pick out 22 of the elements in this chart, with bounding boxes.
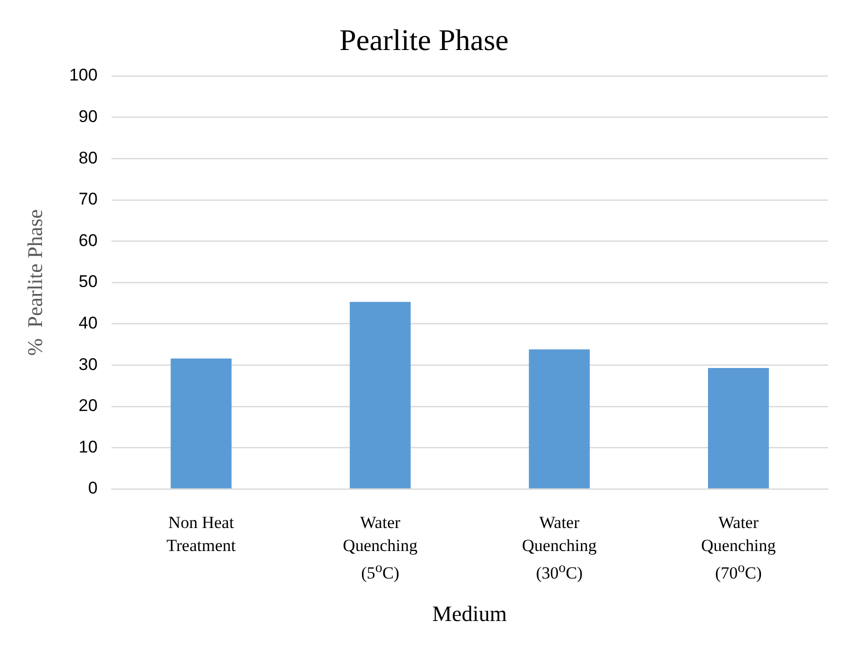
y-axis-title: % Pearlite Phase xyxy=(23,209,48,356)
y-tick-label: 0 xyxy=(88,478,98,498)
y-tick-label: 80 xyxy=(78,148,98,168)
bar xyxy=(708,368,769,488)
bar xyxy=(170,358,232,488)
chart-title: Pearlite Phase xyxy=(339,24,509,57)
y-tick-label: 20 xyxy=(78,396,98,416)
y-tick-label: 50 xyxy=(78,272,98,292)
y-tick-label: 90 xyxy=(78,106,98,126)
y-tick-label: 40 xyxy=(78,313,98,332)
y-tick-label: 70 xyxy=(78,190,98,209)
y-tick-label: 60 xyxy=(78,230,98,250)
y-tick-label: 100 xyxy=(69,66,98,85)
x-tick-label: Water Quenching (5$^{o}$C) xyxy=(342,512,419,585)
x-tick-label: Water Quenching (30$^{o}$C) xyxy=(521,512,598,585)
x-axis-title: Medium xyxy=(432,601,507,627)
y-tick-label: 30 xyxy=(78,354,98,374)
x-tick-label: Non Heat Treatment xyxy=(165,512,237,557)
x-tick-label: Water Quenching (70$^{o}$C) xyxy=(700,512,777,585)
bar xyxy=(350,302,411,488)
y-tick-label: 10 xyxy=(78,437,98,456)
bar xyxy=(528,349,590,488)
